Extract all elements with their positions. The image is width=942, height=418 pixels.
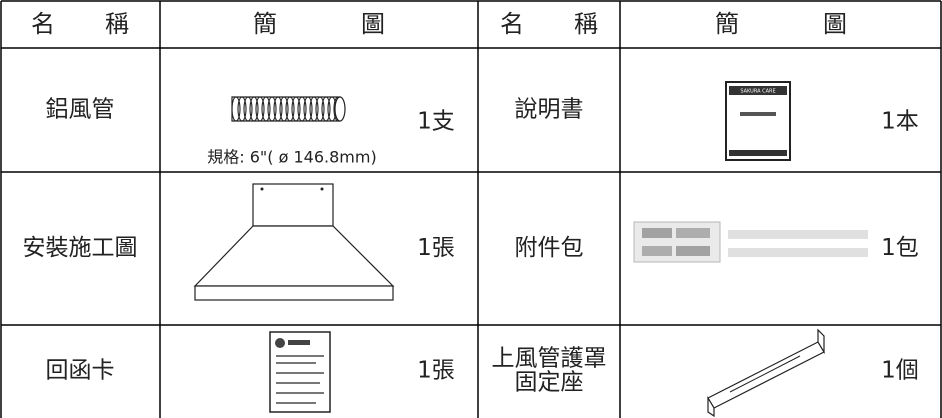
header-cell: 簡圖	[715, 10, 931, 38]
card-drawing	[269, 331, 331, 413]
item-name: 安裝施工圖	[23, 235, 138, 261]
item-name: 鋁風管	[46, 97, 115, 123]
duct-rib	[243, 96, 253, 122]
manual-brand: SAKURA CARE	[740, 89, 775, 95]
duct-rib	[249, 96, 259, 122]
duct-end	[334, 96, 346, 122]
item-name: 固定座	[515, 370, 584, 396]
hood-drawing	[193, 183, 395, 301]
duct-rib	[315, 96, 325, 122]
duct-rib	[267, 96, 277, 122]
duct-rib	[285, 96, 295, 122]
header-cell: 名稱	[500, 10, 648, 38]
item-qty: 1張	[417, 358, 455, 384]
item-name: 上風管護罩	[492, 346, 607, 372]
item-qty: 1支	[417, 109, 455, 135]
duct-rib	[321, 96, 331, 122]
duct-rib	[291, 96, 301, 122]
item-name: 說明書	[515, 97, 584, 123]
duct-rib	[279, 96, 289, 122]
duct-rib	[309, 96, 319, 122]
duct-rib	[261, 96, 271, 122]
duct-rib	[255, 96, 265, 122]
item-spec: 規格: 6"( ø 146.8mm)	[207, 148, 376, 167]
duct-rib	[303, 96, 313, 122]
duct-rib	[231, 96, 241, 122]
header-cell: 簡圖	[253, 10, 469, 38]
item-name: 回函卡	[46, 358, 115, 384]
duct-rib	[273, 96, 283, 122]
item-qty: 1包	[881, 235, 919, 261]
duct-rib	[237, 96, 247, 122]
item-name: 附件包	[515, 235, 584, 261]
accessory-drawing	[633, 221, 868, 263]
bracket-drawing	[707, 328, 825, 418]
manual-drawing	[725, 81, 791, 161]
item-qty: 1張	[417, 235, 455, 261]
item-qty: 1本	[881, 109, 919, 135]
duct-rib	[297, 96, 307, 122]
duct-drawing	[231, 96, 346, 122]
header-cell: 名稱	[31, 10, 179, 38]
item-qty: 1個	[881, 358, 919, 384]
